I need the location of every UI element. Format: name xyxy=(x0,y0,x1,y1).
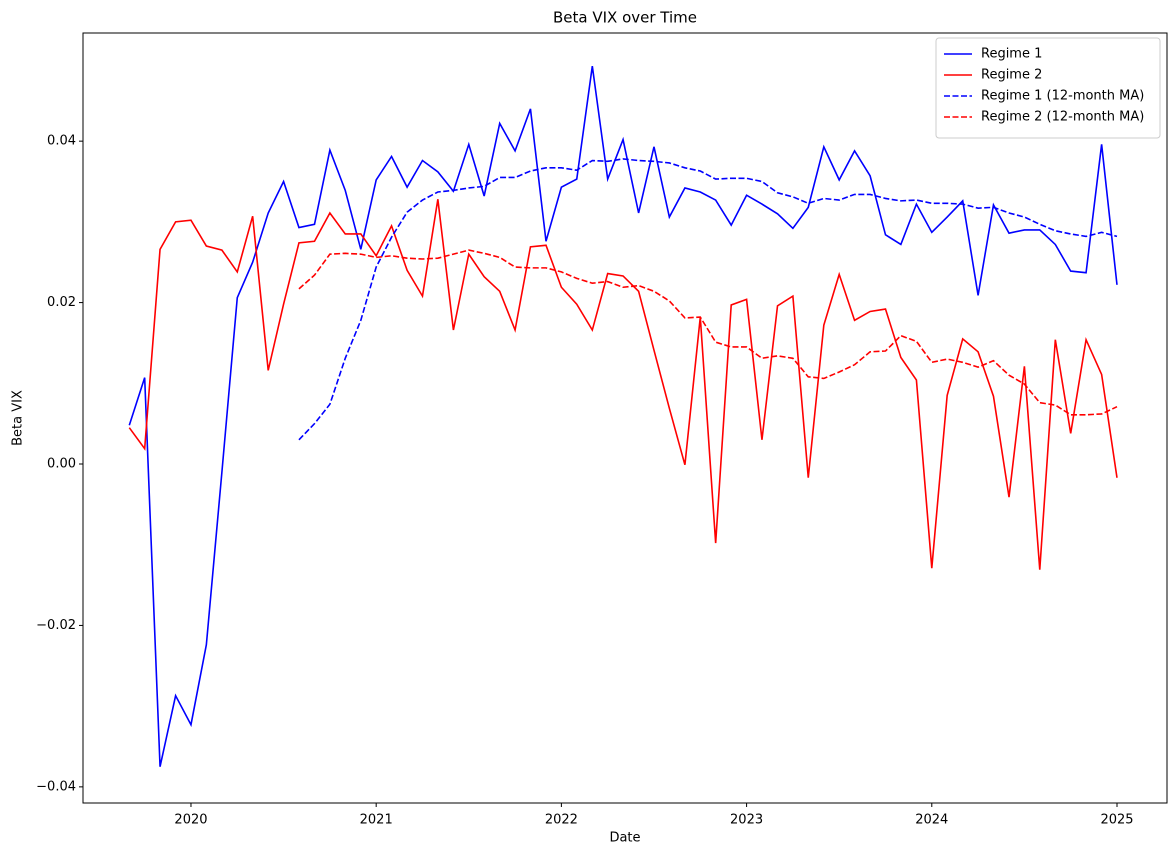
y-axis-label: Beta VIX xyxy=(11,390,26,446)
legend-label: Regime 2 xyxy=(981,68,1042,83)
y-tick-label: 0.04 xyxy=(47,134,76,149)
x-tick-label: 2024 xyxy=(915,813,948,828)
plot-frame xyxy=(82,32,1168,804)
x-axis-label: Date xyxy=(609,831,640,846)
x-tick-label: 2021 xyxy=(360,813,393,828)
y-tick-label: −0.02 xyxy=(36,618,76,633)
series-line xyxy=(298,249,1118,416)
x-tick-label: 2022 xyxy=(545,813,578,828)
legend-box xyxy=(935,37,1161,139)
series-line xyxy=(128,199,1118,570)
x-tick-label: 2025 xyxy=(1100,813,1133,828)
series-line xyxy=(128,65,1118,767)
legend-label: Regime 1 (12-month MA) xyxy=(981,89,1144,104)
x-tick-label: 2023 xyxy=(730,813,763,828)
y-tick-label: 0.00 xyxy=(47,457,76,472)
x-tick-label: 2020 xyxy=(174,813,207,828)
series-line xyxy=(298,158,1118,441)
legend-label: Regime 1 xyxy=(981,47,1042,62)
chart-title: Beta VIX over Time xyxy=(553,9,697,27)
y-tick-label: 0.02 xyxy=(47,295,76,310)
legend-label: Regime 2 (12-month MA) xyxy=(981,110,1144,125)
y-tick-label: −0.04 xyxy=(36,779,76,794)
